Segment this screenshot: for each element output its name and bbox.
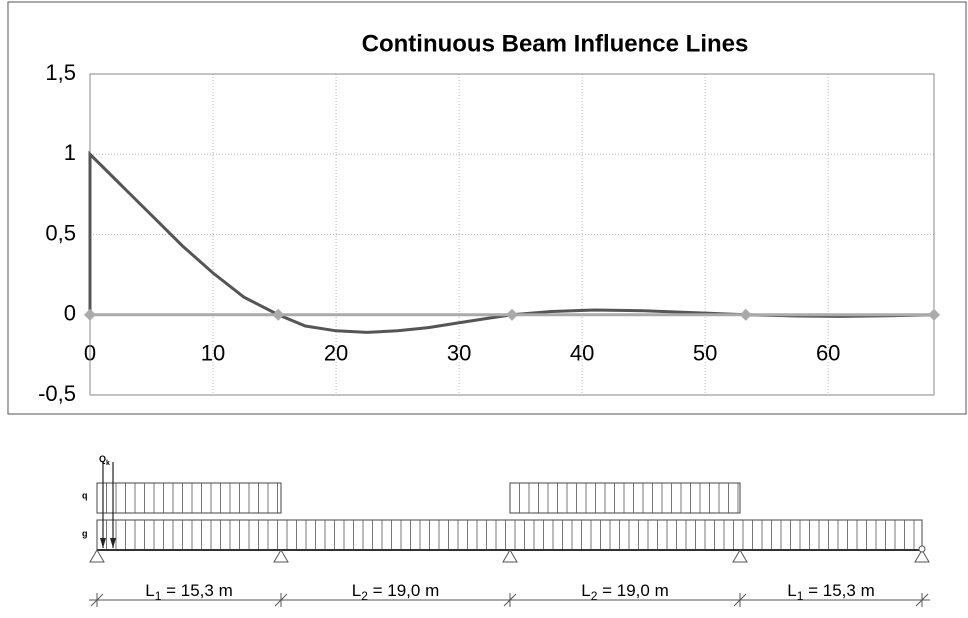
x-tick-label: 60 <box>816 341 840 366</box>
index: k <box>106 460 110 467</box>
roller <box>918 545 926 553</box>
chart-title: Continuous Beam Influence Lines <box>362 30 749 57</box>
symbol: L <box>787 581 796 600</box>
y-tick-label: 1 <box>64 140 76 165</box>
load-label: q <box>82 490 88 500</box>
symbol: L <box>581 581 590 600</box>
plot: -0,500,511,50 10 20 30 40 50 60 <box>38 60 940 406</box>
span-label: L2 = 19,0 m <box>352 581 440 603</box>
arrow-head <box>110 538 116 548</box>
index: 2 <box>361 589 368 603</box>
data-point <box>739 308 752 321</box>
index: 1 <box>155 589 162 603</box>
text: = 19,0 m <box>597 581 668 600</box>
x-tick-label: 40 <box>570 341 594 366</box>
load-block <box>509 482 741 514</box>
data-point <box>84 308 96 321</box>
y-tick-label: 0,5 <box>45 220 76 245</box>
symbol: L <box>145 581 154 600</box>
support <box>732 549 748 563</box>
span-label: L1 = 15,3 m <box>145 581 233 603</box>
x-tick-label: 10 <box>201 341 225 366</box>
text: = 19,0 m <box>368 581 439 600</box>
symbol: Q <box>99 454 106 464</box>
load-block <box>96 482 282 514</box>
support <box>273 549 289 563</box>
data-point <box>506 308 518 321</box>
chart-frame <box>7 1 967 415</box>
support <box>502 549 518 563</box>
span-label: L2 = 19,0 m <box>581 581 669 603</box>
text: = 15,3 m <box>803 581 874 600</box>
data-point <box>928 308 940 321</box>
arrow-head <box>100 538 106 548</box>
load-block <box>96 519 923 551</box>
y-tick-label: 0 <box>64 301 76 326</box>
data-point <box>272 308 285 321</box>
x-tick-label: 20 <box>324 341 348 366</box>
index: 2 <box>591 589 598 603</box>
x-tick-label: 30 <box>447 341 471 366</box>
x-tick-label: 50 <box>693 341 717 366</box>
load-label: g <box>82 528 88 538</box>
y-tick-label: -0,5 <box>38 381 76 406</box>
index: 1 <box>797 589 804 603</box>
y-tick-label: 1,5 <box>45 60 76 85</box>
point-load-label: Qk <box>99 454 110 466</box>
span-label: L1 = 15,3 m <box>787 581 875 603</box>
support <box>89 549 105 563</box>
text: = 15,3 m <box>161 581 232 600</box>
symbol: L <box>352 581 361 600</box>
support <box>914 549 930 563</box>
